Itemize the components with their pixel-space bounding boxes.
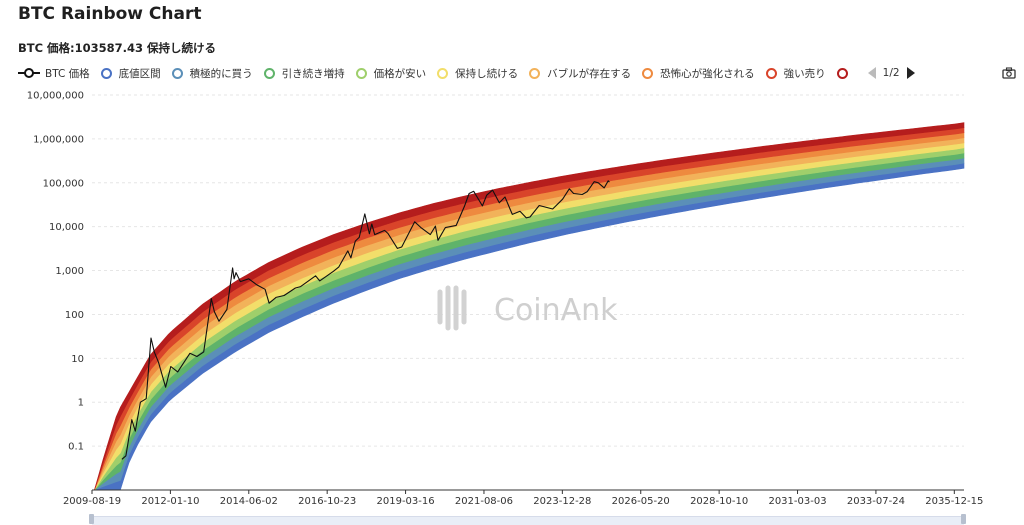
x-tick-label: 2031-03-03 [768,496,826,507]
legend-item-2[interactable]: 積極的に買う [171,66,253,81]
x-tick-label: 2033-07-24 [847,496,905,507]
legend-item-6[interactable]: バブルが存在する [529,66,631,81]
x-tick-label: 2016-10-23 [298,496,356,507]
legend-label: 恐怖心が強化される [660,67,755,80]
legend-label: 底値区間 [118,67,161,80]
chart-title: BTC Rainbow Chart [18,4,202,24]
y-tick-label: 0.1 [68,442,84,453]
x-tick-label: 2028-10-10 [690,496,748,507]
x-tick-label: 2035-12-15 [925,496,983,507]
legend-item-5[interactable]: 保持し続ける [437,66,518,81]
circle-marker-icon [765,67,777,79]
rainbow-band-8 [94,122,965,491]
legend-page-indicator: 1/2 [882,67,900,79]
legend-item-0[interactable]: BTC 価格 [18,66,90,81]
btc-price-series [121,180,610,460]
circle-marker-icon [171,67,183,79]
legend-label: 保持し続ける [455,67,519,80]
x-tick-label: 2012-01-10 [141,496,199,507]
circle-marker-icon [836,67,848,79]
watermark: CoinAnk [437,285,618,331]
legend-label: 引き続き増持 [281,67,345,80]
btc-price-line [121,180,610,460]
legend-item-9[interactable] [836,67,855,79]
zoom-slider-right-handle[interactable] [961,514,966,524]
legend-item-4[interactable]: 価格が安い [355,66,427,81]
x-tick-label: 2009-08-19 [63,496,121,507]
legend-label: BTC 価格 [45,67,90,80]
y-tick-label: 1,000,000 [33,134,84,145]
circle-marker-icon [529,67,541,79]
x-tick-label: 2021-08-06 [455,496,513,507]
circle-marker-icon [642,67,654,79]
chart-grid [92,94,964,447]
line-marker-icon [18,68,40,78]
y-tick-label: 10,000 [49,222,84,233]
legend-label: 強い売り [783,67,826,80]
zoom-slider-left-handle[interactable] [89,514,94,524]
y-tick-label: 10 [71,354,84,365]
legend-label: バブルが存在する [547,67,632,80]
x-tick-label: 2026-05-20 [612,496,670,507]
circle-marker-icon [100,67,112,79]
circle-marker-icon [355,67,367,79]
legend-pager: 1/2 [867,67,915,79]
coinank-logo-icon [437,285,467,331]
circle-marker-icon [437,67,449,79]
rainbow-bands [94,122,965,491]
x-tick-label: 2019-03-16 [377,496,435,507]
legend-item-7[interactable]: 恐怖心が強化される [642,66,755,81]
legend-item-3[interactable]: 引き続き増持 [263,66,345,81]
next-page-icon[interactable] [906,67,915,79]
x-tick-label: 2023-12-28 [533,496,591,507]
x-tick-label: 2014-06-02 [220,496,278,507]
legend-label: 積極的に買う [189,67,253,80]
legend-item-8[interactable]: 強い売り [765,66,826,81]
y-tick-label: 100,000 [43,178,84,189]
legend-label: 価格が安い [373,67,427,80]
y-tick-label: 1 [78,398,84,409]
circle-marker-icon [263,67,275,79]
y-tick-label: 1,000 [55,266,84,277]
legend: BTC 価格 底値区間 積極的に買う 引き続き増持 価格が安い 保持し続ける バブルが存在す… [18,64,915,82]
y-tick-label: 100 [65,310,84,321]
watermark-text: CoinAnk [494,293,618,328]
camera-icon[interactable] [1002,67,1016,79]
axes: 0.1 1 10 100 1,000 10,000 100,000 1,000,000 10,0… [27,91,984,508]
current-price-status: BTC 価格:103587.43 保持し続ける [18,41,217,55]
previous-page-icon[interactable] [867,67,876,79]
legend-item-1[interactable]: 底値区間 [100,66,161,81]
zoom-slider-track[interactable] [92,516,964,525]
y-tick-label: 10,000,000 [27,91,84,102]
